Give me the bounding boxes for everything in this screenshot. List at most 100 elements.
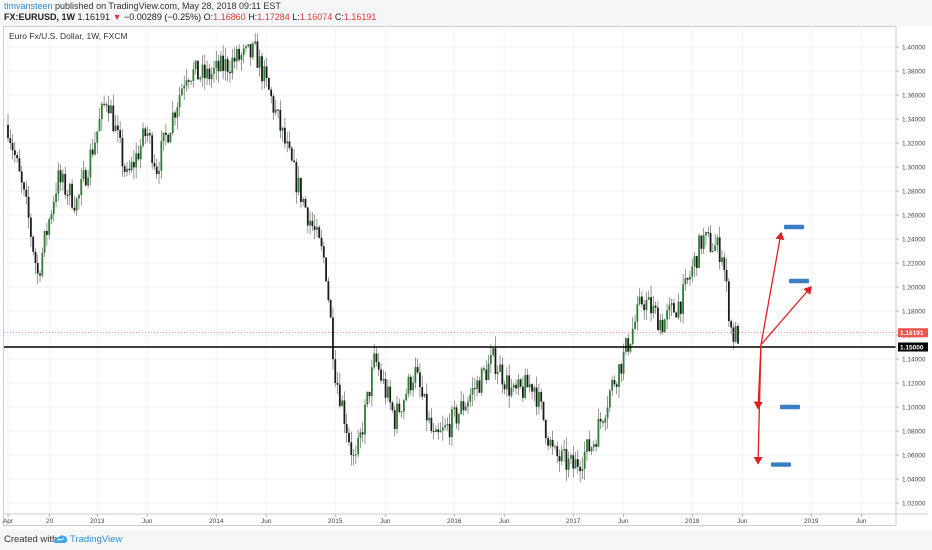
candle-body xyxy=(641,296,643,305)
candle-body xyxy=(691,266,694,277)
tradingview-link[interactable]: TradingView xyxy=(70,534,123,545)
candle-body xyxy=(737,326,739,344)
target-marker[interactable] xyxy=(789,278,809,284)
candle-body xyxy=(464,406,467,411)
projection-arrow[interactable] xyxy=(760,286,812,346)
candle-body xyxy=(602,421,604,423)
candle-body xyxy=(167,134,170,143)
candle-body xyxy=(66,194,69,196)
candle-body xyxy=(707,232,710,234)
candle-body xyxy=(622,351,625,374)
candle-body xyxy=(261,56,263,82)
projection-arrow[interactable] xyxy=(760,231,785,345)
candle-body xyxy=(560,450,563,462)
candle-body xyxy=(235,48,238,62)
candle-body xyxy=(130,161,133,171)
x-tick-label: 2015 xyxy=(328,518,343,525)
candle-body xyxy=(675,312,678,318)
candle-body xyxy=(281,127,284,131)
candle-body xyxy=(588,439,591,452)
projection-arrow[interactable] xyxy=(753,344,763,465)
candle-body xyxy=(679,301,682,314)
candle-body xyxy=(89,149,92,178)
x-tick-label: 2014 xyxy=(209,518,224,525)
candle-body xyxy=(318,227,321,238)
y-tick-label: 1.40000 xyxy=(902,44,926,51)
candle-body xyxy=(711,250,714,252)
candle-body xyxy=(419,372,421,388)
y-tick-label: 1.20000 xyxy=(902,284,926,291)
price-chart[interactable]: 1.40000 1.38000 1.36000 1.34000 1.32000 1.300… xyxy=(3,26,928,526)
candle-body xyxy=(615,384,618,387)
candle-body xyxy=(52,201,55,215)
target-marker[interactable] xyxy=(771,462,791,467)
support-price-label: 1.15000 xyxy=(900,344,924,351)
candle-body xyxy=(343,400,346,424)
candle-body xyxy=(329,300,332,318)
candle-body xyxy=(570,455,572,459)
candle-body xyxy=(162,132,165,142)
target-marker[interactable] xyxy=(784,224,804,230)
y-tick-label: 1.12000 xyxy=(902,380,926,387)
candle-body xyxy=(631,328,634,344)
candle-body xyxy=(327,281,330,301)
candle-body xyxy=(82,170,85,180)
candle-body xyxy=(386,386,389,398)
author-link[interactable]: timvansteen xyxy=(4,1,53,11)
candle-body xyxy=(531,384,533,392)
x-tick-label: 2018 xyxy=(685,518,700,525)
candle-body xyxy=(194,60,197,70)
candle-body xyxy=(254,41,257,44)
candle-body xyxy=(551,439,554,447)
candle-body xyxy=(377,361,380,370)
candle-body xyxy=(338,384,341,407)
y-tick-label: 1.04000 xyxy=(902,476,926,483)
candle-body xyxy=(730,320,733,328)
candle-body xyxy=(265,66,268,78)
x-tick-label: Jun xyxy=(737,518,748,525)
candle-body xyxy=(279,109,282,131)
candle-body xyxy=(94,142,96,155)
candle-body xyxy=(437,429,440,433)
candle-body xyxy=(165,132,167,135)
y-tick-label: 1.18000 xyxy=(902,308,926,315)
candle-body xyxy=(732,327,735,342)
candle-body xyxy=(686,278,689,280)
candle-body xyxy=(210,73,213,80)
candle-body xyxy=(197,60,199,80)
x-tick-label: Jun xyxy=(618,518,629,525)
open-value: 1.16860 xyxy=(213,12,246,22)
candle-body xyxy=(389,386,392,403)
candle-body xyxy=(487,363,490,381)
candle-body xyxy=(405,393,408,401)
candle-body xyxy=(316,227,318,230)
publish-info: timvansteen published on TradingView.com… xyxy=(4,1,281,12)
candle-body xyxy=(441,427,444,431)
candle-body xyxy=(590,447,593,452)
candle-body xyxy=(416,367,419,373)
candle-body xyxy=(171,112,174,134)
chart-header: timvansteen published on TradingView.com… xyxy=(0,0,932,26)
ohlc-bar: FX:EURUSD, 1W 1.16191 ▼ −0.00289 (−0.25%… xyxy=(4,12,376,23)
candle-body xyxy=(684,278,687,285)
candle-body xyxy=(242,48,245,56)
candle-body xyxy=(444,425,446,428)
candle-body xyxy=(448,423,451,438)
candle-body xyxy=(78,195,80,199)
candle-body xyxy=(336,383,339,385)
candle-body xyxy=(618,364,620,387)
candle-body xyxy=(103,103,106,105)
high-label: H: xyxy=(248,12,258,22)
target-marker[interactable] xyxy=(780,404,800,410)
candle-body xyxy=(581,468,584,472)
x-tick-label: 2019 xyxy=(804,518,819,525)
symbol-label: FX:EURUSD, 1W xyxy=(4,12,76,22)
candle-body xyxy=(579,466,582,472)
y-tick-label: 1.38000 xyxy=(902,68,926,75)
candle-body xyxy=(435,429,437,432)
x-tick-label: Apr xyxy=(3,518,14,525)
candle-body xyxy=(274,109,277,113)
candle-body xyxy=(13,150,16,156)
candle-body xyxy=(107,105,110,114)
candle-body xyxy=(432,431,435,433)
